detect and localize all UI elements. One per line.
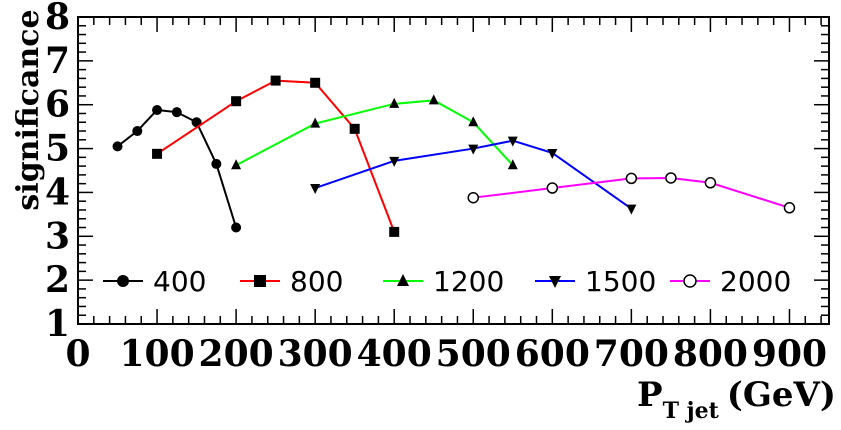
legend-marker [254,275,266,287]
series-line-800 [156,79,396,233]
data-point-800 [231,96,242,107]
legend-label: 800 [290,265,343,298]
data-point-2000 [704,177,717,189]
data-point-1200 [428,94,439,105]
data-point-800 [389,226,400,237]
data-point-800 [270,75,281,86]
data-point-1200 [310,117,321,128]
data-point-1200 [507,159,518,170]
legend-item-1500: 1500 [535,265,656,298]
series-1500 [310,136,637,215]
y-axis-title: significance [11,9,46,210]
legend-marker [549,276,561,288]
series-line-1200 [235,99,514,167]
series-400 [112,104,242,233]
legend-label: 2000 [720,265,791,298]
data-point-1200 [389,97,400,108]
data-point-1500 [310,184,321,195]
legend-item-1200: 1200 [383,265,504,298]
x-tick-labels: 0 100 200 300 400 500 600 700 800 900 [65,333,827,375]
legend-label: 400 [153,265,206,298]
legend-item-2000: 2000 [670,265,791,298]
x-axis-title: PT jet (GeV) [637,375,836,424]
series-800 [152,75,400,237]
y-tick-label: 4 [45,171,70,213]
data-point-2000 [467,191,480,204]
data-point-400 [171,107,182,118]
legend-label: 1500 [585,265,656,298]
x-axis-title-subscript: T jet [663,398,720,424]
legend-item-800: 800 [240,265,343,298]
data-point-400 [132,126,143,137]
x-tick-label: 400 [357,333,432,375]
data-point-1500 [507,136,518,147]
data-point-2000 [625,172,638,185]
x-tick-label: 900 [752,333,827,375]
data-point-400 [231,222,242,233]
data-point-400 [152,104,163,115]
y-tick-label: 5 [45,128,70,170]
series-line-2000 [473,176,790,209]
data-point-2000 [665,172,677,184]
x-tick-label: 300 [278,333,353,375]
data-point-2000 [783,202,796,214]
series-1200 [231,94,518,170]
y-tick-label: 7 [45,40,70,82]
plot-frame [77,16,830,325]
x-axis-title-unit: (GeV) [727,375,836,415]
x-tick-label: 600 [515,333,590,375]
x-tick-label: 500 [436,333,511,375]
data-point-1200 [231,159,242,170]
data-point-800 [349,123,360,134]
legend-marker [397,274,409,286]
series-group [112,75,796,237]
data-point-2000 [546,182,559,194]
legend-label: 1200 [433,265,504,298]
series-2000 [467,172,796,214]
legend: 400 800 1200 1500 2000 [103,265,791,298]
x-tick-label: 800 [673,333,748,375]
y-tick-label: 6 [45,84,70,126]
series-line-1500 [314,139,632,210]
y-tick-label: 2 [45,259,70,301]
x-tick-label: 0 [65,333,90,375]
x-tick-label: 200 [199,333,274,375]
x-tick-label: 700 [594,333,669,375]
legend-marker [683,274,697,288]
legend-item-400: 400 [103,265,206,298]
data-point-1500 [547,148,558,159]
legend-marker [117,275,129,287]
data-point-1500 [389,156,400,167]
data-point-400 [112,141,123,152]
data-point-1200 [468,116,479,127]
x-tick-label: 100 [119,333,194,375]
data-point-400 [211,158,222,169]
y-tick-label: 1 [45,303,70,345]
x-axis-title-main: P [637,375,663,415]
data-point-1500 [626,204,637,215]
data-point-800 [310,77,321,88]
y-tick-label: 8 [45,0,70,38]
y-tick-label: 3 [45,215,70,257]
axis-ticks [77,16,829,325]
data-point-1500 [468,144,479,155]
data-point-800 [152,148,163,159]
